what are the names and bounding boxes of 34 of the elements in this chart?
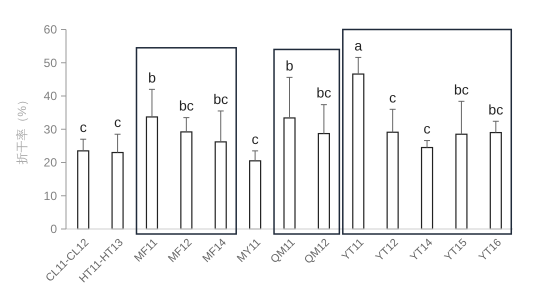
annotation: c [114,114,122,130]
bar [318,132,330,230]
bar [386,132,399,230]
bar [283,117,296,230]
y-tick-label: 50 [44,56,58,70]
annotation: a [354,37,362,54]
annotation: b [286,57,294,74]
y-tick-label: 30 [44,122,58,136]
annotation: bc [488,101,504,118]
annotation: bc [178,98,194,114]
bar [214,141,227,230]
bar [111,152,124,230]
annotation: bc [454,81,469,98]
bar [455,134,468,230]
annotation: c [80,119,87,136]
y-tick-label: 20 [44,156,58,170]
annotation: bc [213,90,228,107]
bar [420,146,434,230]
bar [180,131,192,230]
annotation: c [424,120,431,137]
y-tick-label: 10 [44,188,58,203]
y-tick-label: 60 [44,22,58,36]
y-tick-label: 0 [50,222,58,236]
annotation: b [148,69,156,86]
bar [352,73,364,230]
annotation: bc [316,84,332,101]
bar [490,132,502,230]
bar [146,116,158,230]
annotation: c [252,130,259,147]
bar [249,160,262,230]
bar [77,150,90,230]
y-axis-title: 折干率（%） [15,94,29,165]
y-tick-label: 40 [44,89,58,103]
annotation: c [389,89,396,106]
